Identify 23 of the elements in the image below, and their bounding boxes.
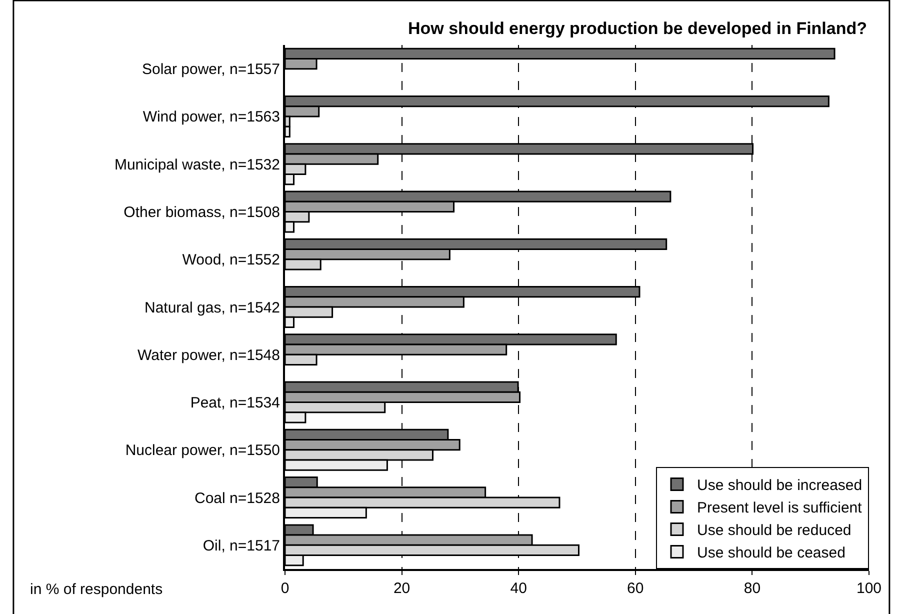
x-tick-label: 20 bbox=[393, 580, 410, 597]
y-tick-label: Municipal waste, n=1532 bbox=[114, 156, 280, 174]
y-tick-label: Water power, n=1548 bbox=[138, 346, 280, 364]
chart-title: How should energy production be developed in Finland? bbox=[408, 19, 868, 38]
x-tick-label: 0 bbox=[280, 580, 290, 597]
y-tick-label: Peat, n=1534 bbox=[190, 394, 280, 412]
legend-label: Present level is sufficient bbox=[697, 500, 863, 517]
x-tick-label: 80 bbox=[744, 580, 761, 597]
y-tick-label: Coal n=1528 bbox=[194, 490, 280, 507]
y-tick-label: Wood, n=1552 bbox=[182, 252, 280, 269]
x-tick-label: 40 bbox=[510, 580, 527, 597]
y-tick-label: Nuclear power, n=1550 bbox=[125, 442, 280, 460]
y-tick-label: Oil, n=1517 bbox=[202, 537, 280, 554]
legend-label: Use should be increased bbox=[697, 477, 862, 494]
x-tick-label: 60 bbox=[627, 580, 644, 597]
y-tick-label: Natural gas, n=1542 bbox=[144, 299, 280, 316]
legend-label: Use should be reduced bbox=[697, 522, 852, 540]
x-axis-title: in % of respondents bbox=[30, 581, 163, 598]
y-tick-label: Other biomass, n=1508 bbox=[124, 204, 280, 221]
y-tick-label: Solar power, n=1557 bbox=[142, 61, 280, 78]
y-tick-label: Wind power, n=1563 bbox=[142, 108, 280, 126]
x-tick-label: 100 bbox=[856, 580, 882, 597]
legend-label: Use should be ceased bbox=[697, 544, 846, 562]
